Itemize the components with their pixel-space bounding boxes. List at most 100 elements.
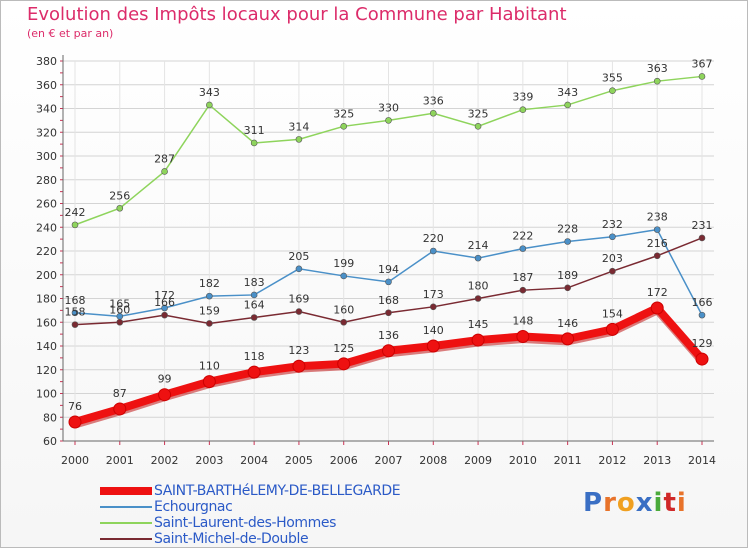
data-point <box>206 101 213 109</box>
data-point <box>609 233 616 241</box>
data-point <box>653 77 661 85</box>
legend-swatch <box>100 522 152 524</box>
data-label: 123 <box>288 344 309 357</box>
legend-label: Saint-Laurent-des-Hommes <box>154 515 337 531</box>
data-label: 182 <box>199 277 220 290</box>
legend: SAINT-BARTHéLEMY-DE-BELLEGARDE Echourgnac… <box>100 483 401 547</box>
x-tick-label: 2008 <box>419 454 447 467</box>
data-point <box>161 311 168 319</box>
data-label: 118 <box>244 350 265 363</box>
y-tick-label: 180 <box>36 293 57 306</box>
y-tick-label: 140 <box>36 340 57 353</box>
data-label: 311 <box>244 124 265 137</box>
data-point <box>337 357 351 371</box>
data-point <box>698 234 706 242</box>
data-label: 187 <box>512 271 533 284</box>
x-tick-label: 2014 <box>688 454 716 467</box>
data-label: 363 <box>647 62 668 75</box>
legend-label: Echourgnac <box>154 499 233 515</box>
data-label: 203 <box>602 252 623 265</box>
data-point <box>71 321 79 328</box>
x-tick-label: 2003 <box>195 454 223 467</box>
data-label: 228 <box>557 223 578 236</box>
data-label: 158 <box>65 306 86 319</box>
x-tick-label: 2011 <box>554 454 582 467</box>
data-label: 287 <box>154 152 175 165</box>
data-point <box>292 359 306 373</box>
data-point <box>561 332 575 346</box>
data-label: 325 <box>468 107 489 120</box>
legend-swatch <box>100 487 152 495</box>
data-label: 110 <box>199 360 220 373</box>
data-point <box>698 73 706 80</box>
legend-swatch <box>100 538 152 540</box>
data-label: 242 <box>65 206 86 219</box>
data-label: 145 <box>468 318 489 331</box>
data-point <box>340 272 348 280</box>
data-label: 166 <box>154 296 175 309</box>
data-label: 140 <box>423 324 444 337</box>
data-label: 99 <box>158 373 172 386</box>
data-point <box>698 311 706 319</box>
y-tick-label: 320 <box>36 126 57 139</box>
data-point <box>71 221 79 229</box>
data-point <box>340 318 348 326</box>
data-label: 314 <box>288 120 309 133</box>
data-point <box>564 284 571 292</box>
data-label: 148 <box>512 315 533 328</box>
line-chart: 60 80 100 120 140 160 180 200 220 240 260 280 300 320… <box>36 55 716 467</box>
data-label: 339 <box>512 91 533 104</box>
data-point <box>247 365 261 379</box>
x-tick-label: 2007 <box>375 454 403 467</box>
legend-item: Saint-Michel-de-Double <box>100 531 400 547</box>
data-point <box>113 402 127 416</box>
x-tick-label: 2009 <box>464 454 492 467</box>
data-point <box>609 267 616 275</box>
data-point <box>250 139 258 147</box>
data-point <box>295 308 303 315</box>
data-label: 330 <box>378 101 399 114</box>
data-label: 125 <box>333 342 354 355</box>
data-point <box>250 291 258 299</box>
x-tick-label: 2013 <box>643 454 671 467</box>
y-tick-label: 160 <box>36 316 57 329</box>
x-tick-label: 2005 <box>285 454 313 467</box>
data-point <box>340 123 348 130</box>
data-point <box>471 333 485 347</box>
data-point <box>161 168 168 175</box>
data-label: 214 <box>468 239 489 252</box>
data-label: 220 <box>423 232 444 245</box>
data-point <box>382 344 395 358</box>
data-point <box>653 226 661 233</box>
data-label: 129 <box>692 337 713 350</box>
y-tick-label: 200 <box>36 269 57 282</box>
data-label: 205 <box>288 250 309 263</box>
data-label: 168 <box>378 294 399 307</box>
data-point <box>695 352 709 366</box>
data-point <box>474 123 482 130</box>
x-tick-label: 2010 <box>509 454 537 467</box>
data-label: 231 <box>692 219 713 232</box>
data-label: 172 <box>647 286 668 299</box>
data-label: 355 <box>602 72 623 85</box>
proxiti-logo: Proxiti <box>583 488 687 518</box>
data-point <box>116 204 124 212</box>
data-point <box>519 245 527 252</box>
x-tick-label: 2004 <box>240 454 268 467</box>
data-point <box>206 320 213 327</box>
data-point <box>650 301 664 315</box>
y-tick-label: 240 <box>36 221 57 234</box>
legend-item: Echourgnac <box>100 499 400 515</box>
data-point <box>609 87 616 94</box>
data-point <box>250 314 258 321</box>
y-tick-label: 340 <box>36 103 57 116</box>
data-point <box>474 254 482 262</box>
data-label: 367 <box>692 57 713 70</box>
y-tick-label: 220 <box>36 245 57 258</box>
x-tick-label: 2006 <box>330 454 358 467</box>
data-point <box>564 238 571 245</box>
y-tick-label: 280 <box>36 174 57 187</box>
data-point <box>516 330 530 343</box>
data-label: 76 <box>68 400 82 413</box>
